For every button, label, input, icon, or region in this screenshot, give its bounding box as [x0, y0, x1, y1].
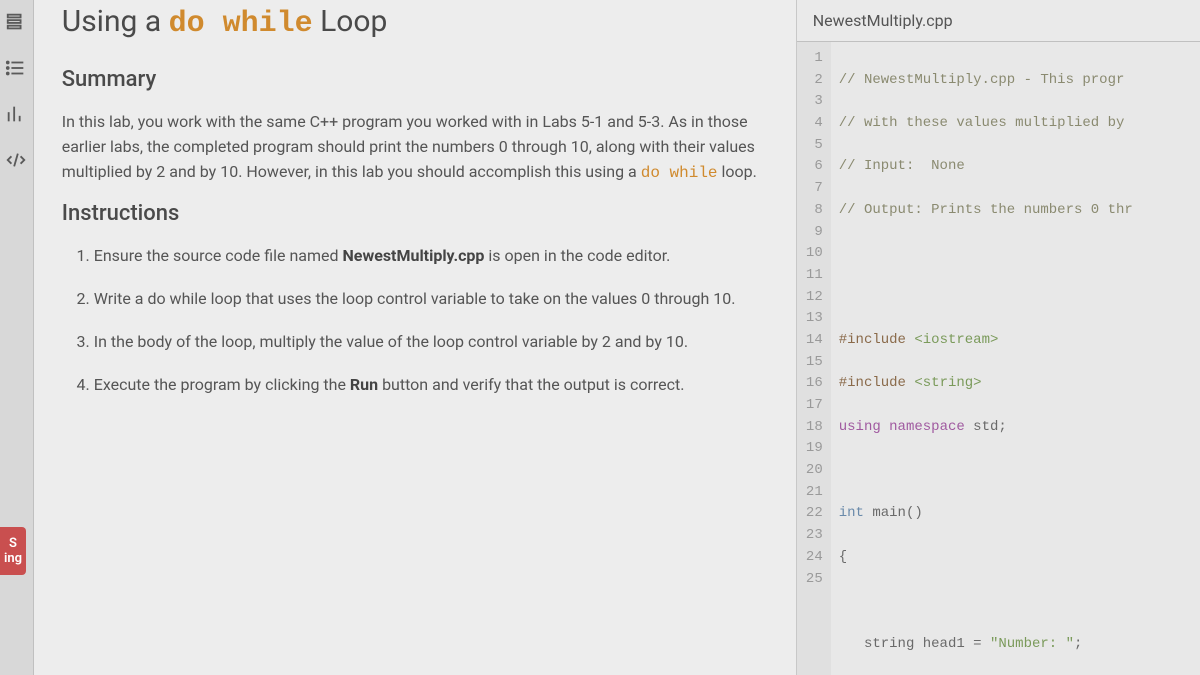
- line-number: 10: [797, 243, 823, 265]
- code-token: main: [872, 505, 906, 521]
- code-line: [839, 460, 1200, 482]
- line-number: 6: [797, 156, 823, 178]
- instructions-panel: Using a do while Loop Summary In this la…: [34, 0, 796, 675]
- code-token: "Number: ": [990, 636, 1074, 652]
- summary-heading: Summary: [62, 67, 768, 92]
- summary-keyword: do while: [641, 164, 718, 182]
- step-3: In the body of the loop, multiply the va…: [94, 330, 768, 355]
- line-number: 11: [797, 265, 823, 287]
- step-2-keyword: do while: [147, 289, 206, 308]
- line-gutter: 1 2 3 4 5 6 7 8 9 10 11 12 13 14 15 16 1…: [797, 42, 831, 675]
- code-line: // with these values multiplied by: [839, 115, 1125, 131]
- instructions-list: Ensure the source code file named Newest…: [62, 244, 768, 397]
- code-token: (): [906, 505, 923, 521]
- page-title: Using a do while Loop: [62, 4, 768, 41]
- code-icon[interactable]: [2, 146, 30, 174]
- code-token: namespace: [889, 419, 965, 435]
- code-token: using: [839, 419, 889, 435]
- line-number: 1: [797, 48, 823, 70]
- step-2-text-b: loop that uses the loop control variable…: [207, 289, 736, 308]
- line-number: 17: [797, 395, 823, 417]
- code-line: // Input: None: [839, 158, 965, 174]
- line-number: 12: [797, 287, 823, 309]
- code-token: #include: [839, 332, 915, 348]
- side-tab-top: S: [9, 536, 17, 551]
- code-panel: NewestMultiply.cpp 1 2 3 4 5 6 7 8 9 10 …: [796, 0, 1200, 675]
- code-line: // Output: Prints the numbers 0 thr: [839, 202, 1133, 218]
- title-suffix: Loop: [313, 4, 388, 39]
- step-4: Execute the program by clicking the Run …: [94, 373, 768, 398]
- step-4-text-a: Execute the program by clicking the: [94, 375, 350, 394]
- code-token: std;: [965, 419, 1007, 435]
- line-number: 5: [797, 135, 823, 157]
- step-1-text-c: is open in the code editor.: [484, 246, 670, 265]
- step-4-run: Run: [350, 375, 378, 394]
- title-prefix: Using a: [62, 4, 169, 39]
- file-tab-label: NewestMultiply.cpp: [813, 11, 953, 30]
- line-number: 2: [797, 70, 823, 92]
- step-4-text-c: button and verify that the output is cor…: [378, 375, 684, 394]
- step-2: Write a do while loop that uses the loop…: [94, 287, 768, 312]
- code-body[interactable]: // NewestMultiply.cpp - This progr // wi…: [831, 42, 1200, 675]
- line-number: 16: [797, 373, 823, 395]
- code-token: ;: [1074, 636, 1082, 652]
- line-number: 23: [797, 525, 823, 547]
- instructions-heading: Instructions: [62, 201, 768, 226]
- chart-icon[interactable]: [2, 100, 30, 128]
- code-line: [839, 287, 1200, 309]
- line-number: 18: [797, 417, 823, 439]
- step-2-text-a: Write a: [94, 289, 148, 308]
- side-collapsed-tab[interactable]: S ing: [0, 527, 26, 575]
- summary-paragraph: In this lab, you work with the same C++ …: [62, 110, 768, 185]
- code-token: <string>: [914, 375, 981, 391]
- title-keyword: do while: [169, 7, 313, 41]
- line-number: 25: [797, 569, 823, 591]
- line-number: 24: [797, 547, 823, 569]
- code-token: #include: [839, 375, 915, 391]
- step-1: Ensure the source code file named Newest…: [94, 244, 768, 269]
- line-number: 3: [797, 91, 823, 113]
- code-token: int: [839, 505, 873, 521]
- code-token: string head1 =: [839, 636, 990, 652]
- line-number: 22: [797, 503, 823, 525]
- code-line: {: [839, 547, 1200, 569]
- side-tab-bottom: ing: [4, 551, 22, 566]
- step-1-text-a: Ensure the source code file named: [94, 246, 343, 265]
- code-line: [839, 243, 1200, 265]
- file-tab[interactable]: NewestMultiply.cpp: [797, 0, 1200, 42]
- line-number: 8: [797, 200, 823, 222]
- list-icon[interactable]: [2, 54, 30, 82]
- code-line: [839, 590, 1200, 612]
- line-number: 9: [797, 222, 823, 244]
- line-number: 15: [797, 352, 823, 374]
- line-number: 13: [797, 308, 823, 330]
- line-number: 7: [797, 178, 823, 200]
- code-editor[interactable]: 1 2 3 4 5 6 7 8 9 10 11 12 13 14 15 16 1…: [797, 42, 1200, 675]
- line-number: 19: [797, 438, 823, 460]
- line-number: 20: [797, 460, 823, 482]
- line-number: 21: [797, 482, 823, 504]
- step-1-filename: NewestMultiply.cpp: [343, 246, 485, 265]
- line-number: 4: [797, 113, 823, 135]
- code-token: <iostream>: [914, 332, 998, 348]
- line-number: 14: [797, 330, 823, 352]
- menu-icon[interactable]: [2, 8, 30, 36]
- summary-after: loop.: [718, 162, 757, 181]
- content-area: Using a do while Loop Summary In this la…: [34, 0, 1200, 675]
- code-line: // NewestMultiply.cpp - This progr: [839, 72, 1125, 88]
